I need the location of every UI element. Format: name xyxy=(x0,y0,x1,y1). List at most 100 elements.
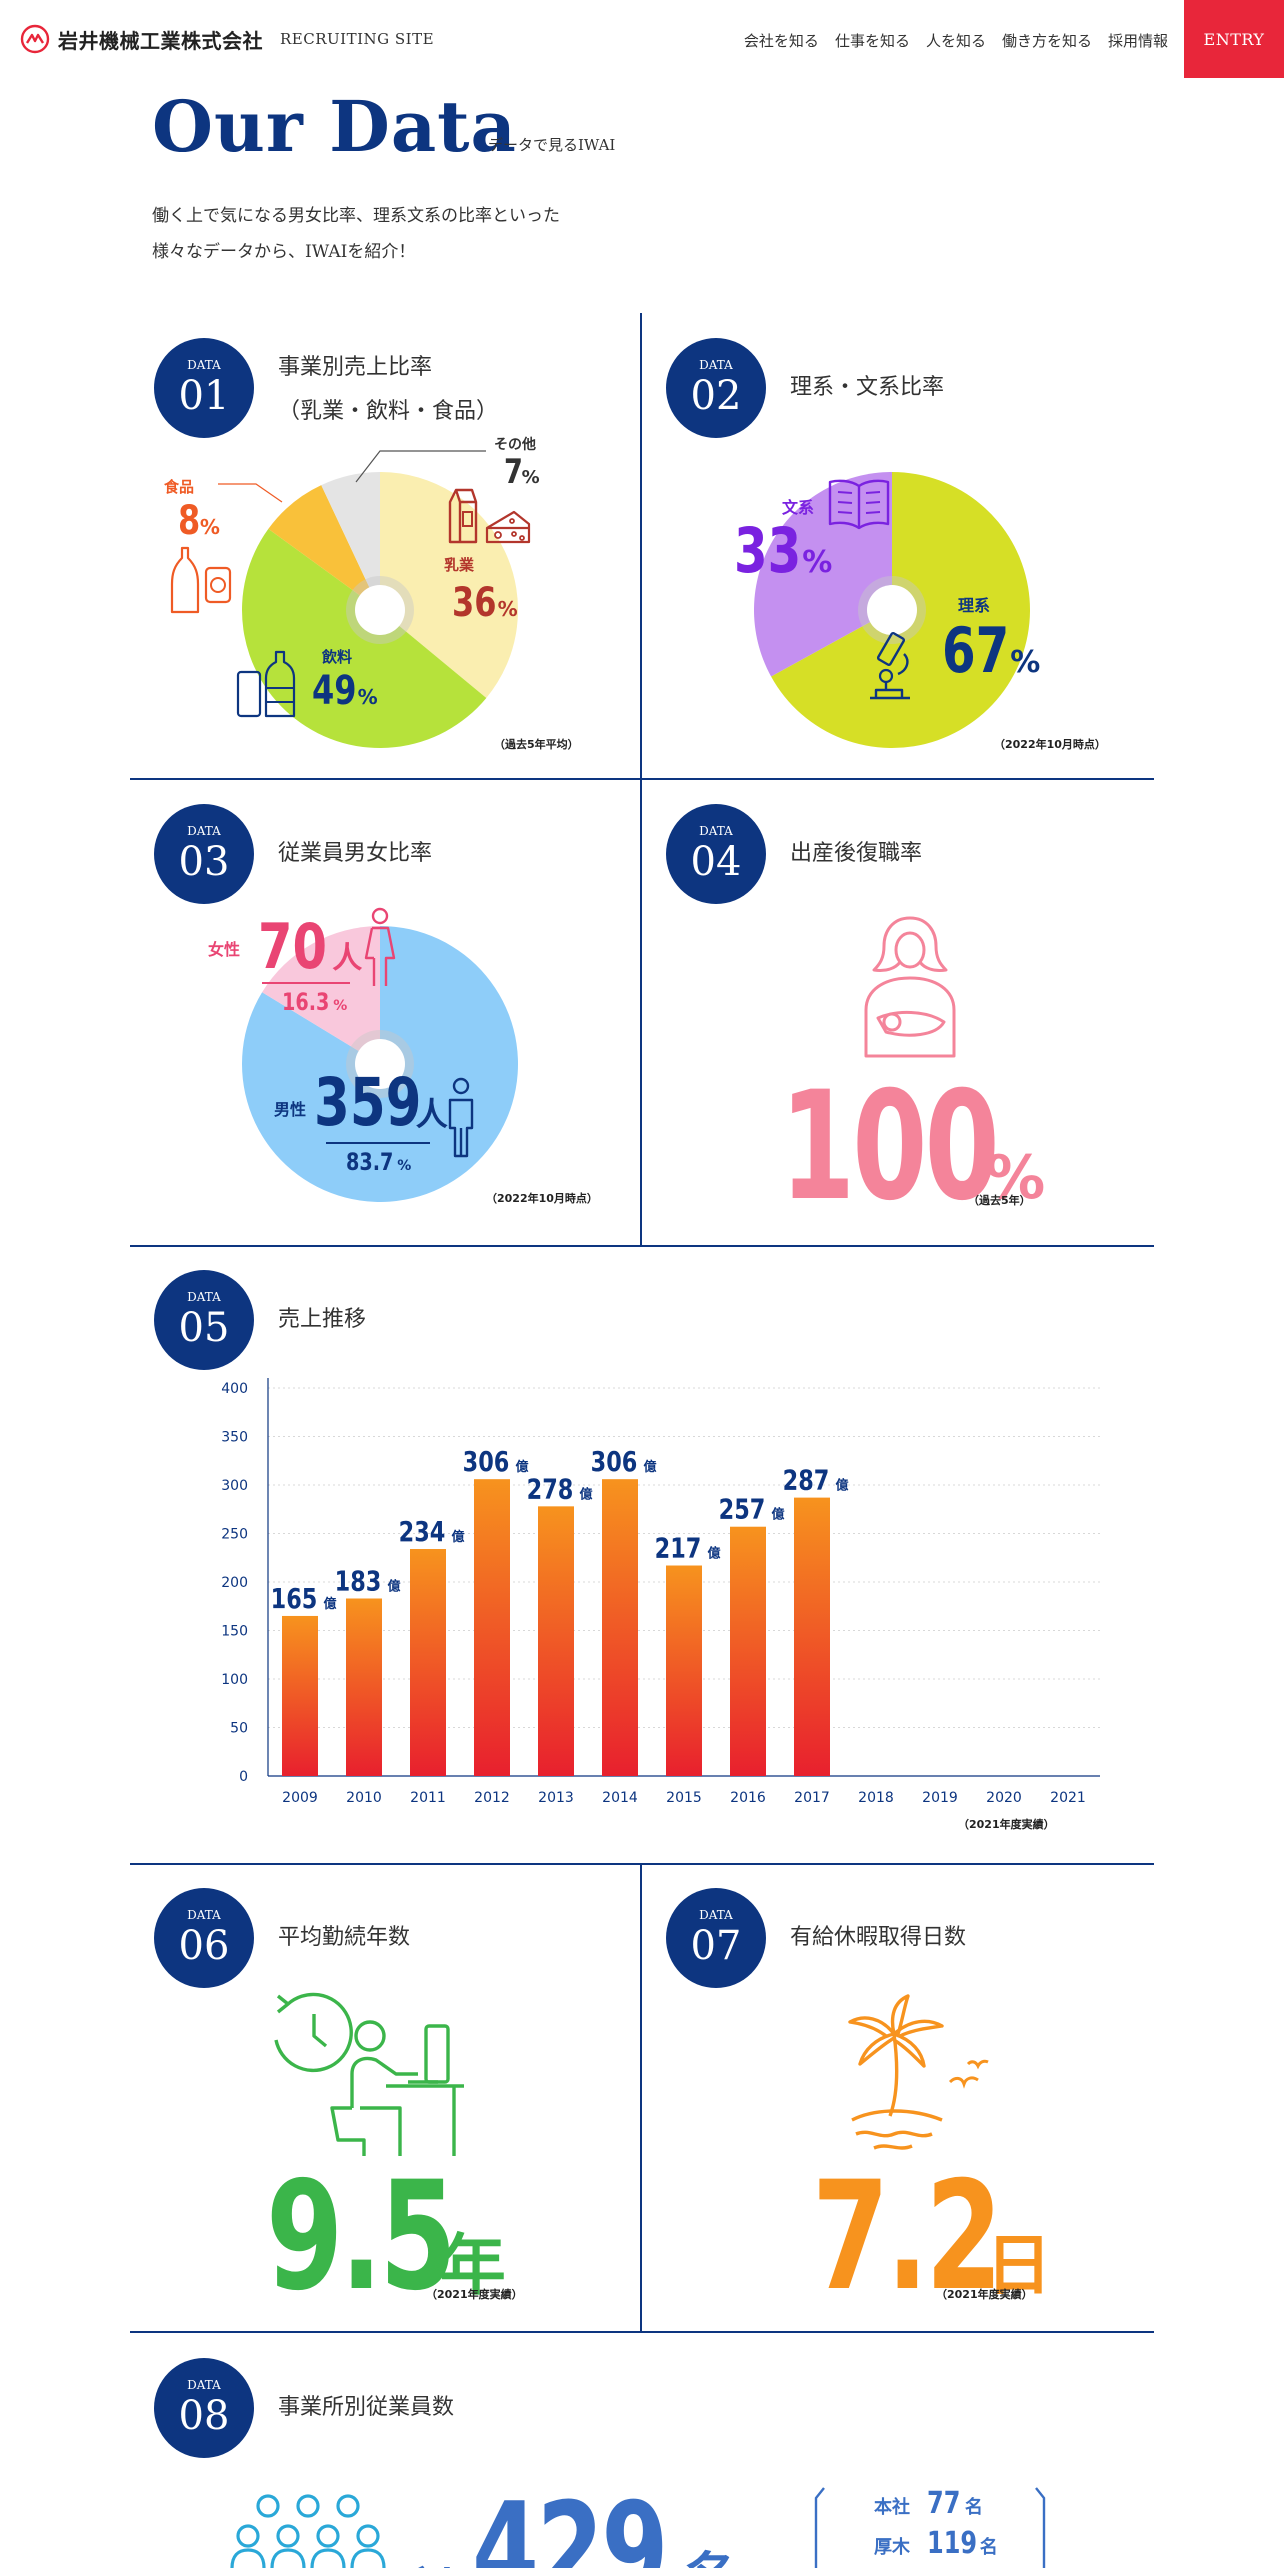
bar-value-label: 183 xyxy=(335,1564,382,1597)
bar xyxy=(730,1526,766,1776)
total-prefix: 計 xyxy=(410,2551,462,2568)
data-badge: DATA 06 xyxy=(154,1888,254,1988)
male-percent-value: 83.7 xyxy=(346,1148,394,1176)
pie-value-humanities: 33% xyxy=(734,514,832,587)
data-badge: DATA 03 xyxy=(154,804,254,904)
data-badge-number: 02 xyxy=(690,373,742,419)
data-note: （過去5年平均） xyxy=(494,738,579,751)
y-tick-label: 0 xyxy=(239,1769,248,1785)
book-icon xyxy=(828,479,890,530)
group-of-people-icon xyxy=(230,2494,386,2568)
bar-value-label: 257 xyxy=(719,1492,766,1525)
nav-item-workstyle[interactable]: 働き方を知る xyxy=(1001,32,1092,50)
pie-value-other: 7% xyxy=(504,452,540,492)
male-percent: 83.7% xyxy=(346,1148,411,1176)
nav-item-work[interactable]: 仕事を知る xyxy=(834,32,910,50)
grid-divider xyxy=(640,1864,642,2331)
data-note: （2021年度実績） xyxy=(958,1818,1055,1831)
bar xyxy=(666,1565,702,1776)
bar-value-unit: 億 xyxy=(707,1546,720,1562)
data-badge: DATA 08 xyxy=(154,2358,254,2458)
bar-value-label: 306 xyxy=(591,1445,638,1478)
office-count: 77 xyxy=(927,2486,961,2521)
pie-slice xyxy=(262,926,380,1064)
data-badge-label: DATA xyxy=(187,1908,221,1922)
sauce-bottle-icon xyxy=(170,546,232,614)
data-badge-number: 04 xyxy=(690,839,742,885)
female-divider xyxy=(262,982,350,984)
female-count: 70 人 xyxy=(258,910,362,983)
segment-name: 食品 xyxy=(164,478,195,496)
office-row: 厚木 119 名 xyxy=(874,2526,998,2561)
grid-divider xyxy=(640,779,642,1245)
y-tick-label: 400 xyxy=(221,1381,248,1397)
bar-value-label: 287 xyxy=(783,1463,830,1496)
pie-center-hole xyxy=(355,585,405,635)
segment-percent: 36 xyxy=(452,580,497,626)
grid-divider xyxy=(130,2331,1154,2333)
company-logo-icon[interactable] xyxy=(20,24,50,54)
clock-office-worker-icon xyxy=(274,1992,464,2156)
grid-divider xyxy=(130,1863,1154,1865)
return-rate-value: 100% xyxy=(780,1060,1045,1234)
bar-value-label: 217 xyxy=(655,1531,702,1564)
percent-sign: % xyxy=(1010,645,1041,680)
bar-value-unit: 億 xyxy=(515,1459,528,1475)
data-badge-label: DATA xyxy=(187,2378,221,2392)
bar-value-unit: 億 xyxy=(387,1578,400,1594)
company-name[interactable]: 岩井機械工業株式会社 xyxy=(58,29,263,53)
office-unit: 名 xyxy=(964,2497,983,2518)
bar-value-unit: 億 xyxy=(771,1507,784,1523)
segment-percent: 33 xyxy=(734,514,802,587)
total-employees: 計 429 名 xyxy=(410,2474,736,2568)
microscope-icon xyxy=(870,632,910,700)
block-title: 理系・文系比率 xyxy=(790,375,945,400)
grid-divider xyxy=(130,778,1154,780)
data-badge: DATA 02 xyxy=(666,338,766,438)
pie-label-humanities: 文系 xyxy=(782,494,814,518)
nav-item-recruit[interactable]: 採用情報 xyxy=(1107,32,1168,50)
segment-name: 乳業 xyxy=(444,556,475,574)
science-humanities-pie-chart xyxy=(754,472,1030,748)
segment-percent: 67 xyxy=(942,614,1010,687)
data-note: （2021年度実績） xyxy=(426,2288,523,2301)
pie-label-food: 食品 xyxy=(164,476,194,497)
return-rate-number: 100 xyxy=(780,1060,1000,1234)
data-badge: DATA 01 xyxy=(154,338,254,438)
bar xyxy=(794,1497,830,1776)
female-person-icon xyxy=(364,907,396,986)
site-header: 岩井機械工業株式会社 RECRUITING SITE 会社を知る 仕事を知る 人… xyxy=(0,0,1284,78)
pie-label-other: その他 xyxy=(494,434,536,454)
page-title: Our Data xyxy=(152,85,517,168)
segment-name: 文系 xyxy=(782,498,815,517)
x-tick-label: 2016 xyxy=(730,1790,766,1806)
total-unit: 名 xyxy=(684,2535,736,2568)
pie-slice xyxy=(321,472,380,610)
x-tick-label: 2012 xyxy=(474,1790,510,1806)
male-label: 男性 xyxy=(274,1100,307,1119)
bar-value-label: 165 xyxy=(271,1581,318,1614)
pie-slice xyxy=(380,472,518,698)
block-title: 事業別売上比率 （乳業・飲料・食品） xyxy=(278,346,498,434)
data-badge-number: 03 xyxy=(178,839,230,885)
y-tick-label: 50 xyxy=(230,1721,248,1737)
page-subtitle: データで見るIWAI xyxy=(488,136,616,154)
block-title: 平均勤続年数 xyxy=(278,1925,411,1950)
segment-percent: 7 xyxy=(504,452,523,492)
percent-sign: % xyxy=(521,467,540,488)
nav-item-people[interactable]: 人を知る xyxy=(925,32,986,50)
grid-divider xyxy=(130,1245,1154,1247)
bar xyxy=(538,1506,574,1776)
return-rate-unit: % xyxy=(985,1143,1046,1213)
grid-divider xyxy=(640,313,642,779)
bar xyxy=(346,1598,382,1776)
office-name: 厚木 xyxy=(874,2537,910,2558)
entry-button[interactable]: ENTRY xyxy=(1184,0,1284,78)
nav-item-company[interactable]: 会社を知る xyxy=(743,32,819,50)
x-tick-label: 2009 xyxy=(282,1790,318,1806)
bar-value-unit: 億 xyxy=(835,1478,848,1494)
bar xyxy=(282,1615,318,1776)
x-tick-label: 2015 xyxy=(666,1790,702,1806)
tenure-unit: 年 xyxy=(439,2227,506,2304)
